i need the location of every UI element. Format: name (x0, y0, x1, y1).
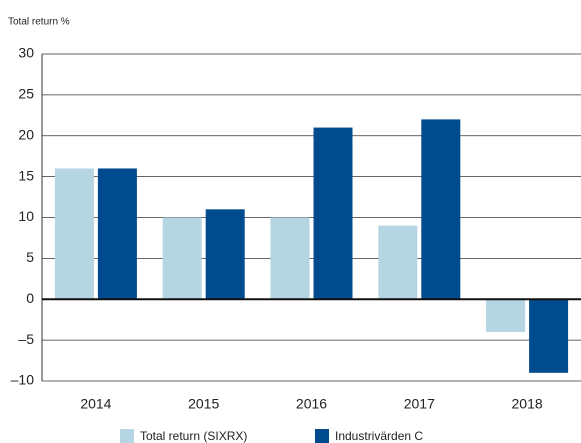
bar (54, 168, 94, 300)
x-tick-label: 2016 (296, 396, 327, 412)
bar (97, 168, 137, 300)
y-tick-label: –10 (11, 372, 35, 388)
y-tick-label: 15 (18, 167, 34, 183)
bar (270, 217, 310, 300)
y-tick-label: 5 (26, 249, 34, 265)
x-tick-label: 2017 (404, 396, 435, 412)
y-tick-label: 10 (18, 208, 34, 224)
bar (205, 209, 245, 300)
y-tick-label: –5 (18, 331, 34, 347)
legend-label: Total return (SIXRX) (140, 429, 247, 443)
y-tick-label: 25 (18, 86, 34, 102)
bar (421, 119, 461, 300)
x-tick-label: 2014 (80, 396, 111, 412)
y-tick-label: 30 (18, 45, 34, 61)
legend-swatch (120, 429, 134, 443)
legend-label: Industrivärden C (335, 429, 423, 443)
x-tick-label: 2015 (188, 396, 219, 412)
bar (486, 299, 526, 332)
bar (378, 225, 418, 300)
x-tick-label: 2018 (512, 396, 543, 412)
legend-swatch (315, 429, 329, 443)
bar (162, 217, 202, 300)
y-tick-label: 20 (18, 126, 34, 142)
bar (313, 127, 353, 300)
y-axis-label: Total return % (8, 17, 70, 28)
bar (529, 299, 569, 373)
y-tick-label: 0 (26, 290, 34, 306)
